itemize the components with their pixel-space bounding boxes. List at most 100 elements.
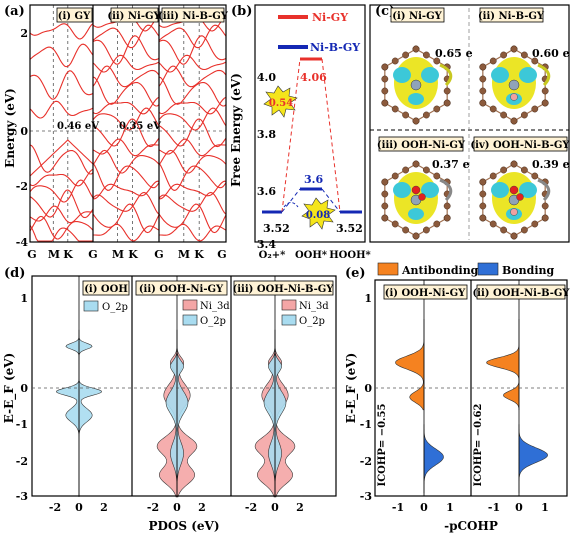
c-charge-iii: 0.37 e	[432, 158, 470, 171]
carbon-atom	[520, 51, 528, 59]
carbon-atom	[489, 172, 497, 180]
o-atom	[411, 185, 421, 195]
bond	[513, 48, 546, 68]
carbon-atom	[402, 166, 410, 174]
carbon-atom	[402, 226, 410, 234]
carbon-atom	[412, 45, 420, 53]
carbon-atom	[510, 160, 518, 168]
carbon-atom	[391, 172, 399, 180]
band-line	[92, 180, 160, 200]
bond	[384, 217, 417, 237]
band-line	[158, 96, 227, 115]
e-tag-ii: (ii) OOH-Ni-B-GY	[472, 288, 570, 299]
a-ytick-0: 0	[20, 125, 28, 138]
carbon-atom	[479, 75, 487, 83]
band-structure-plots	[29, 5, 227, 242]
panel-d-label: (d)	[4, 266, 25, 281]
bond	[384, 163, 417, 183]
panel-a-yticks: 2 0 -2 -4	[16, 27, 29, 249]
carbon-atom	[391, 57, 399, 65]
band-line	[29, 144, 94, 175]
a-ytick-m4: -4	[16, 236, 29, 249]
band-line	[92, 35, 160, 65]
e-xt2-m1: -1	[488, 501, 500, 514]
e-ytick-m1: -1	[360, 418, 372, 431]
band-line	[29, 139, 94, 177]
carbon-atom	[479, 190, 487, 198]
charge-depletion	[408, 208, 424, 220]
band-line	[29, 43, 94, 68]
carbon-atom	[381, 63, 389, 71]
charge-depletion	[393, 67, 411, 83]
d-ytick-m2: -2	[16, 455, 28, 468]
d-leg-iii-o2p: O_2p	[299, 316, 325, 327]
e-tag-i: (i) OOH-Ni-GY	[385, 288, 466, 299]
d-xt2-2: 2	[198, 501, 206, 514]
a-gap-ii: 0.35 eV	[119, 121, 161, 132]
charge-depletion	[421, 182, 439, 198]
band-line	[92, 54, 160, 73]
carbon-atom	[443, 87, 451, 95]
b-ytick-34: 3.4	[257, 238, 276, 251]
carbon-atom	[443, 202, 451, 210]
carbon-atom	[541, 202, 549, 210]
d-xt1-2: 2	[100, 501, 108, 514]
a-xt-k2: K	[128, 248, 138, 261]
e-leg-anti: Antibonding	[401, 264, 479, 277]
bond	[482, 102, 515, 122]
band-line	[92, 149, 160, 174]
panel-d-xlabel: PDOS (eV)	[148, 519, 219, 533]
b-ann-right: 3.52	[336, 222, 363, 235]
carbon-atom	[479, 214, 487, 222]
carbon-atom	[422, 166, 430, 174]
band-line	[92, 118, 160, 148]
band-line	[29, 189, 94, 219]
carbon-atom	[422, 111, 430, 119]
carbon-atom	[391, 105, 399, 113]
d-xt3-2: 2	[296, 501, 304, 514]
panel-d: (d) E-E_F (eV) 1 0 -1 -2 -3 (i) OOH (ii)…	[2, 266, 337, 533]
panel-d-xticks: -2 0 2 -2 0 2 -2 0 2	[49, 501, 304, 514]
band-line	[92, 191, 160, 215]
carbon-atom	[531, 57, 539, 65]
charge-depletion	[519, 67, 537, 83]
e-xt2-1: 1	[541, 501, 549, 514]
panel-a-label: (a)	[4, 4, 25, 19]
e-xt2-0: 0	[515, 501, 523, 514]
b-ann-left: 3.52	[263, 222, 290, 235]
carbon-atom	[443, 99, 451, 107]
d-xt3-m2: -2	[245, 501, 257, 514]
cdd-structure	[479, 45, 551, 125]
band-line	[158, 24, 227, 49]
carbon-atom	[541, 87, 549, 95]
band-line	[92, 107, 160, 131]
e-leg-bond: Bonding	[502, 264, 554, 277]
panel-e-xlabel: -pCOHP	[444, 519, 498, 533]
pdos-area	[274, 329, 287, 497]
d-leg-iii-ni3d: Ni_3d	[299, 301, 329, 312]
o-atom	[509, 185, 519, 195]
a-xt-g4: G	[217, 248, 226, 261]
b-ann-ni-top: 4.06	[300, 71, 327, 84]
bonding-area	[423, 424, 444, 494]
b-ann-nib-top: 3.6	[304, 173, 323, 186]
band-line	[92, 138, 159, 157]
a-xt-m1: M	[48, 248, 60, 261]
band-line	[29, 23, 94, 40]
d-xt3-0: 0	[271, 501, 279, 514]
panel-e-xticks: -1 0 1 -1 0 1	[392, 501, 549, 514]
panel-a: (a) Energy (eV) 2 0 -2 -4 (i) GY (ii) Ni…	[3, 4, 229, 261]
band-line	[29, 168, 94, 187]
band-line	[29, 179, 94, 203]
panel-c: (c) (i) Ni-GY (ii) Ni-B-GY (iii) OOH-Ni-…	[369, 4, 570, 243]
panel-d-yticks: 1 0 -1 -2 -3	[16, 292, 29, 503]
b-legend-nib: Ni-B-GY	[310, 41, 360, 54]
free-energy-diagram: 4.06 3.6 3.52 3.52 0.54 0.08	[262, 57, 363, 235]
carbon-atom	[479, 63, 487, 71]
b-atom	[510, 93, 518, 101]
b-atom	[510, 208, 518, 216]
carbon-atom	[412, 160, 420, 168]
a-tag-i: (i) GY	[58, 11, 91, 22]
b-ann-nib-barrier: 0.08	[306, 210, 330, 221]
band-line	[158, 107, 227, 131]
